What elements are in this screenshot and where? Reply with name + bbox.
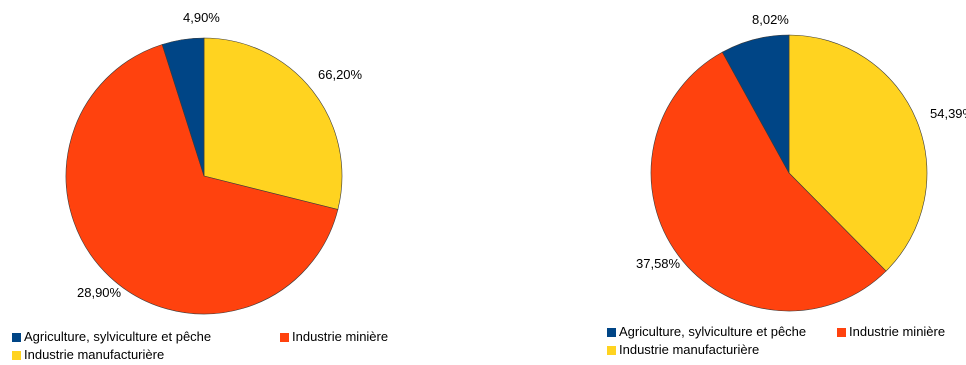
legend-item-agriculture: Agriculture, sylviculture et pêche	[12, 330, 211, 344]
legend-item-industrie-miniere: Industrie minière	[280, 330, 388, 344]
legend-swatch-industrie-miniere	[837, 328, 846, 337]
legend-item-agriculture: Agriculture, sylviculture et pêche	[607, 325, 806, 339]
pie-slice-industrie-minière	[650, 51, 887, 312]
legend-label: Agriculture, sylviculture et pêche	[24, 329, 212, 344]
pie-chart-2: 8,02% 54,39% 37,58%	[636, 12, 966, 312]
legend-swatch-industrie-manufacturiere	[607, 346, 616, 355]
legend-label: Industrie minière	[292, 329, 389, 344]
data-label: 28,90%	[77, 285, 122, 300]
data-label: 54,39%	[930, 106, 966, 121]
legend-swatch-agriculture	[12, 333, 21, 342]
data-label: 37,58%	[636, 256, 681, 271]
data-label: 66,20%	[318, 67, 363, 82]
pie-chart-1: 4,90% 66,20% 28,90%	[65, 10, 363, 315]
legend-label: Industrie manufacturière	[24, 347, 165, 362]
pie-slice-industrie-manufacturière	[788, 34, 928, 272]
legend-item-industrie-miniere: Industrie minière	[837, 325, 945, 339]
legend-label: Industrie manufacturière	[619, 342, 760, 357]
data-label: 4,90%	[183, 10, 220, 25]
legend-swatch-industrie-manufacturiere	[12, 351, 21, 360]
legend-swatch-agriculture	[607, 328, 616, 337]
pie-slice-agriculture-sylviculture-et-pêche	[721, 34, 790, 174]
legend-swatch-industrie-miniere	[280, 333, 289, 342]
legend-item-industrie-manufacturiere: Industrie manufacturière	[12, 348, 164, 362]
legend-label: Agriculture, sylviculture et pêche	[619, 324, 807, 339]
pie-slice-agriculture-sylviculture-et-pêche	[161, 37, 205, 177]
legend-label: Industrie minière	[849, 324, 946, 339]
pie-slice-industrie-manufacturière	[203, 37, 343, 210]
legend-item-industrie-manufacturiere: Industrie manufacturière	[607, 343, 759, 357]
pie-slice-industrie-minière	[65, 44, 339, 315]
data-label: 8,02%	[752, 12, 789, 27]
